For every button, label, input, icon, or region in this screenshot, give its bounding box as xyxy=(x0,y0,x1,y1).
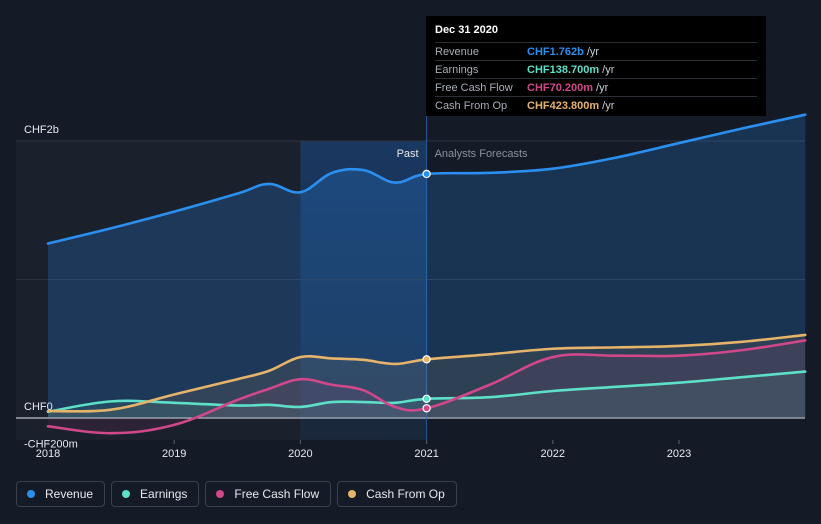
legend-item-earnings[interactable]: Earnings xyxy=(111,481,200,507)
tooltip-unit: /yr xyxy=(596,81,609,94)
tooltip-unit: /yr xyxy=(602,63,615,76)
cash-from-op-dot-icon xyxy=(348,490,357,498)
y-axis-label: CHF2b xyxy=(24,124,59,136)
tooltip-label: Revenue xyxy=(435,45,480,58)
x-tick-label: 2019 xyxy=(162,448,186,460)
revenue-marker xyxy=(422,169,431,179)
revenue-line xyxy=(46,113,807,245)
tooltip-unit: /yr xyxy=(602,99,615,112)
cash-from-op-marker xyxy=(422,355,431,364)
tooltip-value: CHF1.762b xyxy=(527,45,584,58)
x-tick-label: 2021 xyxy=(414,448,438,460)
x-tick-label: 2020 xyxy=(288,448,312,460)
tooltip: Dec 31 2020 Revenue CHF1.762b /yr Earnin… xyxy=(426,16,766,116)
tooltip-label: Cash From Op xyxy=(435,99,508,112)
x-tick-label: 2018 xyxy=(36,448,60,460)
legend-item-revenue[interactable]: Revenue xyxy=(16,481,106,507)
earnings-line xyxy=(46,370,807,414)
free-cash-flow-area xyxy=(48,340,806,434)
cash-from-op-line xyxy=(46,333,807,413)
y-axis-label: -CHF200m xyxy=(24,439,78,451)
tooltip-row-revenue: Revenue CHF1.762b /yr xyxy=(435,42,757,60)
tooltip-row-earnings: Earnings CHF138.700m /yr xyxy=(435,60,757,78)
revenue-dot-icon xyxy=(27,490,35,498)
forecast-label: Analysts Forecasts xyxy=(435,148,528,160)
revenue-area xyxy=(48,114,806,418)
tooltip-date: Dec 31 2020 xyxy=(435,24,498,36)
tooltip-value: CHF70.200m xyxy=(527,81,594,94)
legend-item-free-cash-flow[interactable]: Free Cash Flow xyxy=(205,481,332,507)
legend-item-cash-from-op[interactable]: Cash From Op xyxy=(337,481,457,507)
y-axis-label: CHF0 xyxy=(24,401,53,413)
legend-label: Free Cash Flow xyxy=(234,487,320,501)
legend-label: Revenue xyxy=(45,487,94,501)
free-cash-flow-line xyxy=(46,339,807,435)
earnings-marker xyxy=(422,394,431,403)
x-tick-label: 2023 xyxy=(667,448,691,460)
tooltip-row-cash-from-op: Cash From Op CHF423.800m /yr xyxy=(435,96,757,114)
tooltip-label: Earnings xyxy=(435,63,479,76)
earnings-dot-icon xyxy=(122,490,131,498)
tooltip-row-free-cash-flow: Free Cash Flow CHF70.200m /yr xyxy=(435,78,757,96)
tooltip-value: CHF138.700m xyxy=(527,63,600,76)
legend-label: Earnings xyxy=(140,487,188,501)
tooltip-label: Free Cash Flow xyxy=(435,81,513,94)
free-cash-flow-marker xyxy=(422,404,431,413)
free-cash-flow-dot-icon xyxy=(216,490,225,498)
x-tick-label: 2022 xyxy=(541,448,565,460)
legend: Revenue Earnings Free Cash Flow Cash Fro… xyxy=(16,481,457,507)
tooltip-unit: /yr xyxy=(586,45,600,58)
tooltip-value: CHF423.800m xyxy=(527,99,600,112)
legend-label: Cash From Op xyxy=(366,487,445,501)
past-label: Past xyxy=(397,148,419,160)
